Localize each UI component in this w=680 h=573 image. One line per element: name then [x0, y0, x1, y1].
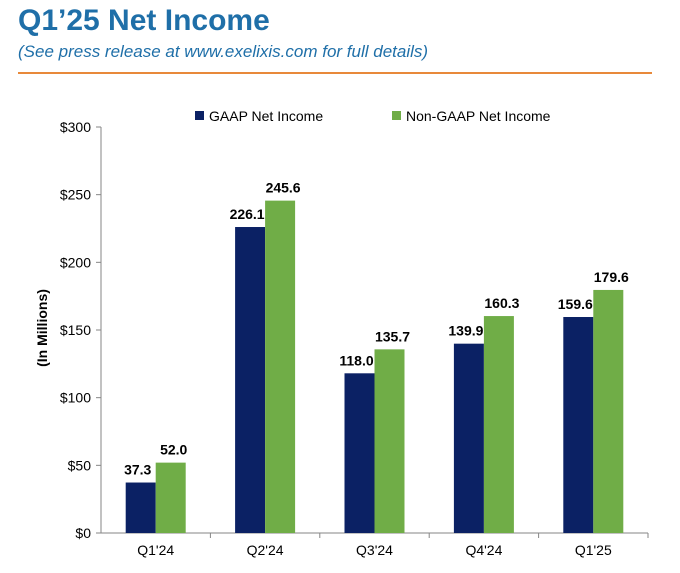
y-axis: $0 $50 $100 $150 $200 $250 $300 [60, 119, 102, 541]
non-gaap-bar [374, 349, 405, 533]
y-tick-label: $150 [60, 322, 91, 338]
gaap-bar [235, 227, 266, 533]
page-subtitle: (See press release at www.exelixis.com f… [18, 42, 429, 61]
legend-label-gaap: GAAP Net Income [209, 108, 323, 124]
non-gaap-bar [593, 289, 624, 533]
x-tick-label: Q3'24 [356, 542, 393, 558]
chart-legend: GAAP Net Income Non-GAAP Net Income [195, 108, 551, 124]
non-gaap-value-label: 245.6 [266, 180, 301, 196]
page-title: Q1’25 Net Income [18, 4, 270, 37]
legend-swatch-non-gaap [392, 111, 401, 120]
non-gaap-bar [483, 316, 514, 533]
y-tick-label: $200 [60, 254, 91, 270]
y-axis-label: (In Millions) [34, 289, 50, 367]
legend-swatch-gaap [195, 111, 204, 120]
bars [125, 200, 624, 533]
y-tick-label: $100 [60, 390, 91, 406]
x-tick-label: Q1'24 [137, 542, 174, 558]
gaap-bar [125, 482, 156, 533]
non-gaap-value-label: 160.3 [484, 295, 519, 311]
gaap-value-label: 37.3 [124, 462, 151, 478]
x-axis: Q1'24 Q2'24 Q3'24 Q4'24 Q1'25 [101, 532, 649, 558]
gaap-bar [453, 343, 484, 533]
non-gaap-value-label: 135.7 [375, 328, 410, 344]
gaap-value-label: 226.1 [230, 206, 265, 222]
x-tick-label: Q1'25 [575, 542, 612, 558]
title-divider [18, 72, 652, 74]
y-tick-label: $50 [68, 457, 92, 473]
non-gaap-bar [155, 462, 186, 533]
gaap-value-label: 118.0 [339, 352, 373, 368]
non-gaap-value-label: 52.0 [160, 442, 187, 458]
y-tick-label: $250 [60, 187, 91, 203]
gaap-bar [344, 373, 375, 533]
x-tick-label: Q4'24 [465, 542, 502, 558]
y-tick-label: $300 [60, 119, 91, 135]
non-gaap-bar [265, 200, 296, 533]
x-tick-label: Q2'24 [247, 542, 284, 558]
legend-label-non-gaap: Non-GAAP Net Income [406, 108, 551, 124]
gaap-value-label: 139.9 [448, 323, 483, 339]
non-gaap-value-label: 179.6 [594, 269, 629, 285]
gaap-value-label: 159.6 [558, 296, 593, 312]
y-tick-label: $0 [75, 525, 91, 541]
gaap-bar [563, 317, 594, 533]
